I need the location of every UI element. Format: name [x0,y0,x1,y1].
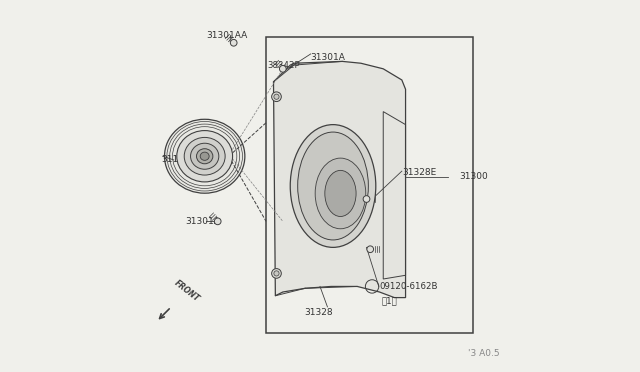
Ellipse shape [184,137,225,175]
Ellipse shape [196,149,213,164]
Ellipse shape [177,131,232,182]
Ellipse shape [315,158,365,229]
Circle shape [274,271,279,276]
Circle shape [271,269,282,278]
Text: 31301A: 31301A [310,53,346,62]
Circle shape [274,94,279,99]
Text: 31328E: 31328E [402,169,436,177]
Ellipse shape [164,119,245,193]
Text: '3 A0.5: '3 A0.5 [468,349,499,358]
Circle shape [214,218,221,225]
Ellipse shape [298,132,369,240]
Text: 31328: 31328 [304,308,332,317]
Ellipse shape [291,125,376,247]
Circle shape [230,39,237,46]
Circle shape [280,65,286,72]
Ellipse shape [325,170,356,217]
Ellipse shape [200,152,209,160]
Text: 31100: 31100 [161,155,189,164]
Text: 31301A: 31301A [186,217,220,226]
Text: （1）: （1） [381,297,397,306]
Text: 09120-6162B: 09120-6162B [380,282,438,291]
Text: 31300: 31300 [460,172,488,181]
Text: 38342P: 38342P [267,61,300,70]
Bar [266,37,472,333]
Circle shape [363,196,370,202]
Text: FRONT: FRONT [173,278,202,303]
Ellipse shape [191,143,219,169]
Circle shape [271,92,282,102]
Circle shape [367,246,374,253]
Text: 31301AA: 31301AA [207,31,248,40]
Polygon shape [273,61,406,298]
